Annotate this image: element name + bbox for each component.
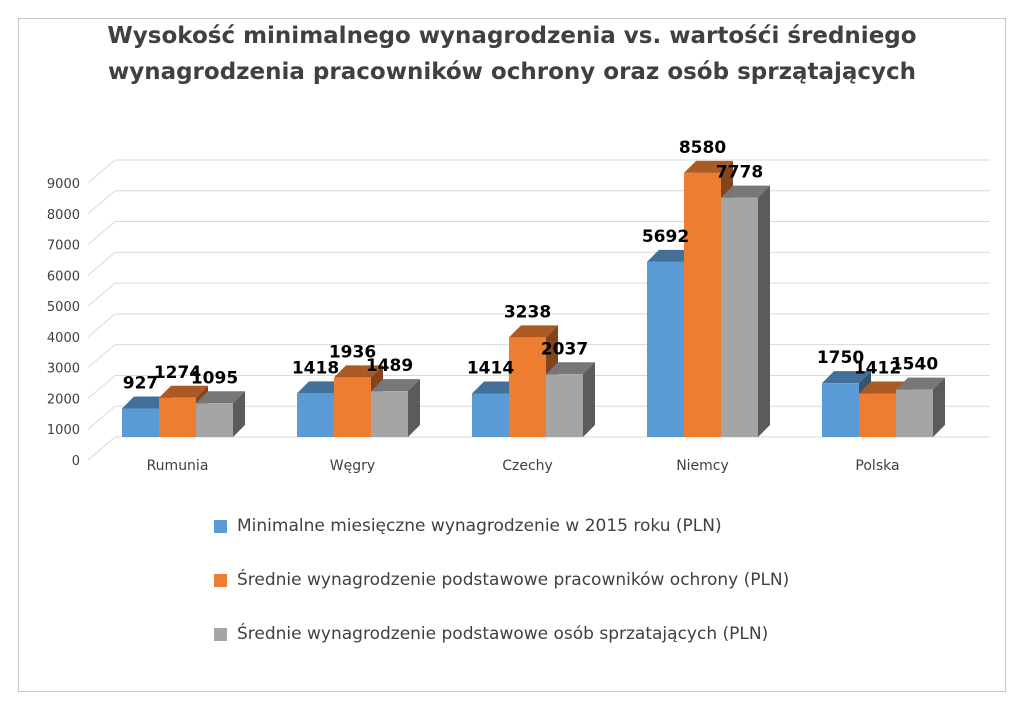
bar-side-face	[233, 391, 245, 437]
data-label: 1936	[329, 342, 376, 362]
legend-swatch-3	[214, 627, 227, 641]
bars	[122, 160, 945, 437]
x-tick-label: Węgry	[330, 458, 375, 474]
chart-title-line-1: Wysokość minimalnego wynagrodzenia vs. w…	[107, 23, 917, 49]
legend-swatch-1	[214, 519, 227, 533]
legend-label-3: Średnie wynagrodzenie podstawowe osób sp…	[237, 624, 769, 644]
bar	[371, 379, 420, 437]
legend: Minimalne miesięczne wynagrodzenie w 201…	[214, 510, 789, 672]
gridline-depth	[87, 221, 116, 245]
bar-front-face	[122, 408, 159, 437]
legend-item: Średnie wynagrodzenie podstawowe osób sp…	[214, 618, 789, 650]
y-axis-ticks: 0 1000 2000 3000 4000 5000 6000 7000 8000 9000	[47, 177, 80, 469]
legend-item: Minimalne miesięczne wynagrodzenie w 201…	[214, 510, 789, 542]
legend-item: Średnie wynagrodzenie podstawowe pracown…	[214, 564, 789, 596]
x-tick-label: Rumunia	[147, 458, 209, 474]
y-tick-label: 0	[72, 454, 80, 469]
data-label: 5692	[642, 227, 689, 247]
bar-front-face	[647, 261, 684, 437]
data-label: 1274	[154, 363, 201, 383]
data-label: 2037	[541, 339, 588, 359]
bar	[196, 391, 245, 437]
bar-top-face	[196, 391, 245, 404]
data-label: 1095	[191, 368, 238, 388]
bar-top-face	[122, 396, 171, 409]
data-label: 1489	[366, 356, 413, 376]
bar-top-face	[896, 377, 945, 390]
y-tick-label: 5000	[47, 300, 80, 315]
bar-top-face	[297, 381, 346, 394]
bar-top-face	[334, 365, 383, 378]
legend-label-1: Minimalne miesięczne wynagrodzenie w 201…	[237, 516, 722, 536]
bar	[546, 362, 595, 437]
legend-swatch-2	[214, 573, 227, 587]
bar-top-face	[159, 385, 208, 398]
data-label: 1540	[891, 355, 938, 375]
bar-front-face	[546, 374, 583, 437]
gridline-depth	[87, 344, 116, 369]
y-tick-label: 1000	[47, 423, 80, 438]
gridline-depth	[87, 375, 116, 399]
y-tick-label: 3000	[47, 362, 80, 377]
bar-side-face	[583, 362, 595, 437]
bar-top-face	[684, 160, 733, 173]
bar	[896, 377, 945, 437]
bar-front-face	[334, 377, 371, 437]
bar	[721, 185, 770, 437]
data-label: 8580	[679, 138, 726, 158]
gridline-depth	[87, 190, 116, 215]
bar-side-face	[408, 379, 420, 437]
bar-top-face	[472, 381, 521, 394]
bar-front-face	[822, 383, 859, 437]
data-label: 3238	[504, 302, 551, 322]
bar-side-face	[933, 377, 945, 437]
bar-top-face	[859, 381, 908, 394]
bar-front-face	[472, 393, 509, 437]
data-label: 1414	[467, 358, 514, 378]
chart-title-line-2: wynagrodzenia pracowników ochrony oraz o…	[107, 59, 917, 85]
gridline-depth	[87, 313, 116, 338]
y-tick-label: 4000	[47, 331, 80, 346]
y-tick-label: 8000	[47, 208, 80, 223]
bar-front-face	[896, 389, 933, 437]
bar-front-face	[509, 337, 546, 437]
y-tick-label: 7000	[47, 239, 80, 254]
data-label: 7778	[716, 163, 763, 183]
legend-label-2: Średnie wynagrodzenie podstawowe pracown…	[237, 570, 790, 590]
x-tick-label: Niemcy	[676, 458, 729, 474]
gridline-depth	[87, 436, 116, 461]
x-tick-label: Polska	[855, 458, 899, 474]
bar-top-face	[509, 325, 558, 338]
data-label: 1412	[854, 359, 901, 379]
gridline-depth	[87, 251, 116, 276]
bar-top-face	[647, 249, 696, 262]
x-axis-ticks: Rumunia Węgry Czechy Niemcy Polska	[147, 458, 900, 474]
y-tick-label: 9000	[47, 177, 80, 192]
y-tick-label: 6000	[47, 269, 80, 284]
data-label: 1750	[817, 348, 864, 368]
gridline-depth	[87, 159, 116, 184]
gridline-depth	[87, 282, 116, 307]
bar-top-face	[371, 379, 420, 392]
bar-front-face	[196, 403, 233, 437]
gridline-depth	[87, 405, 116, 430]
bar-front-face	[159, 397, 196, 437]
data-label: 927	[123, 373, 159, 393]
bar-front-face	[371, 391, 408, 437]
bar-top-face	[822, 371, 871, 384]
bar-top-face	[546, 362, 595, 375]
bar-side-face	[758, 185, 770, 437]
bar-front-face	[297, 393, 334, 437]
bar-front-face	[721, 197, 758, 437]
bar-top-face	[721, 185, 770, 198]
bar	[297, 381, 346, 437]
y-tick-label: 2000	[47, 392, 80, 407]
bar-front-face	[859, 393, 896, 437]
chart-title: Wysokość minimalnego wynagrodzenia vs. w…	[0, 18, 1024, 90]
data-label: 1418	[292, 358, 339, 378]
bar-front-face	[684, 172, 721, 437]
x-tick-label: Czechy	[502, 458, 553, 474]
